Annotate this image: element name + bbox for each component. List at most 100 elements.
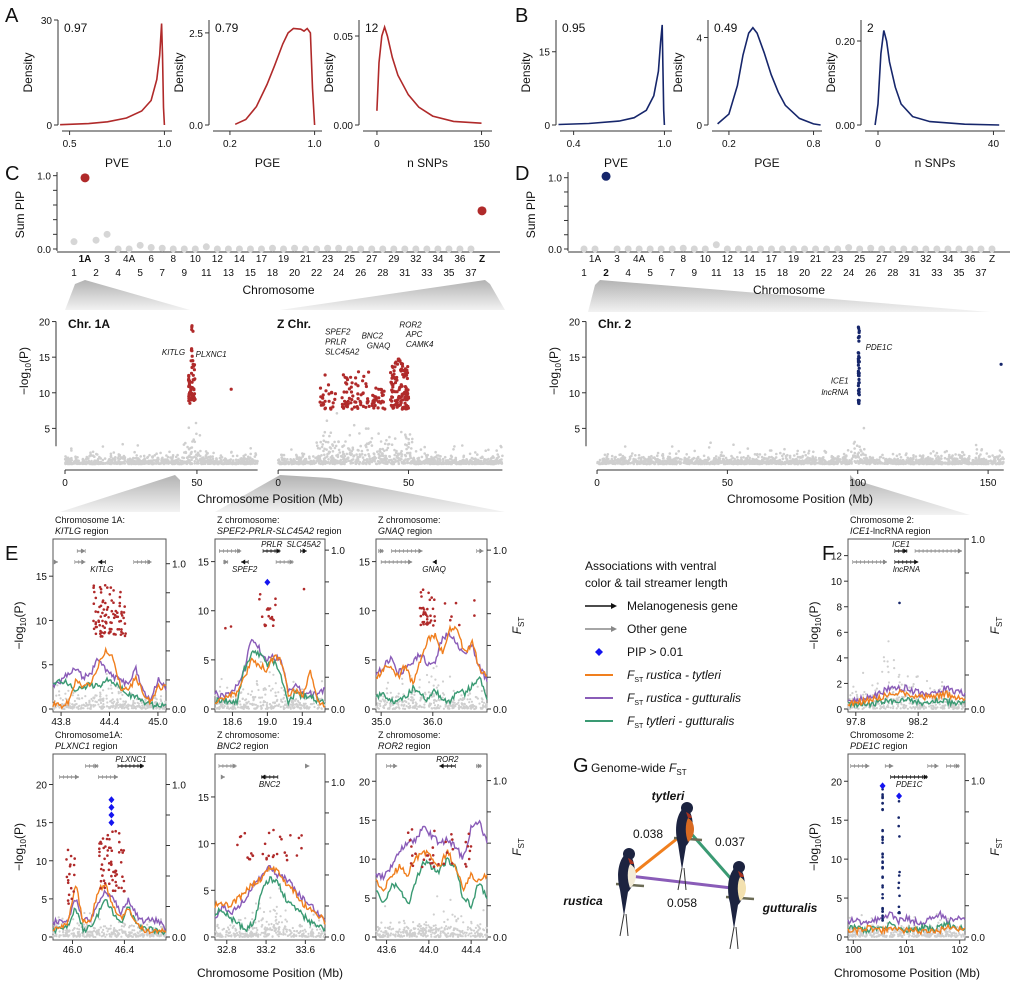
chromosome-label: 4A [633, 254, 646, 265]
snp-point [961, 451, 965, 454]
y-tick-label: 5 [41, 661, 47, 672]
snp-point [189, 462, 192, 466]
chromosome-point-Z [988, 245, 996, 253]
significant-snp [395, 401, 399, 405]
snp-point [901, 461, 905, 465]
y-tick-label: 0.20 [836, 37, 856, 48]
panel-label-B: B [515, 5, 528, 27]
snp-point [429, 462, 433, 465]
significant-snp [118, 595, 122, 599]
significant-snp [189, 398, 193, 402]
snp-point [144, 461, 147, 465]
snp-point [805, 461, 809, 465]
snp-point [877, 461, 881, 465]
snp-point [262, 703, 265, 707]
snp-point [132, 707, 135, 710]
snp-point [992, 461, 995, 465]
snp-point [728, 461, 731, 464]
chromosome-point-2 [601, 171, 611, 181]
significant-snp [321, 393, 325, 397]
snp-point [101, 458, 105, 462]
chromosome-title: Chr. 2 [598, 317, 632, 331]
snp-point [837, 457, 840, 461]
snp-point [787, 460, 790, 463]
significant-snp [94, 596, 98, 600]
x-axis-label: n SNPs [407, 156, 448, 170]
snp-point [634, 458, 637, 461]
significant-snp [99, 591, 103, 594]
snp-point [265, 703, 268, 707]
snp-point [404, 443, 407, 446]
significant-snp [122, 611, 126, 614]
snp-point [429, 458, 433, 462]
significant-snp [405, 393, 409, 397]
significant-snp [370, 403, 374, 408]
snp-point [114, 707, 117, 710]
snp-point [292, 703, 295, 706]
snp-point [354, 461, 358, 465]
chromosome-point-1 [70, 238, 78, 246]
chromosome-point-Z [477, 206, 487, 216]
gene-label: GNAQ [367, 342, 391, 351]
snp-point [127, 458, 130, 462]
snp-point [619, 453, 622, 456]
snp-point [218, 690, 221, 693]
chromosome-point-37 [467, 245, 475, 253]
chromosome-point-4 [624, 245, 632, 253]
gene-label: ICE1 [831, 377, 849, 386]
snp-point [983, 461, 986, 465]
chromosome-label: 31 [399, 268, 411, 279]
snp-point [954, 458, 958, 461]
chromosome-label: 32 [920, 254, 932, 265]
snp-point [717, 458, 721, 462]
snp-point [767, 455, 771, 459]
snp-point [685, 453, 688, 456]
snp-point [109, 458, 112, 462]
snp-point [105, 672, 108, 676]
chromosome-label: 20 [289, 268, 301, 279]
snp-point [806, 459, 810, 462]
y-tick-label: 10 [39, 389, 51, 400]
snp-point [407, 437, 411, 441]
snp-point [77, 697, 81, 700]
snp-point [98, 461, 102, 465]
significant-snp [856, 325, 861, 329]
snp-point [193, 440, 197, 444]
chromosome-label: 8 [680, 254, 686, 265]
snp-point [622, 457, 626, 461]
gene-label: lncRNA [821, 388, 848, 397]
significant-snp [120, 630, 123, 634]
snp-point [220, 461, 223, 465]
snp-point [323, 430, 327, 434]
snp-point [410, 461, 413, 464]
snp-point [341, 453, 345, 456]
snp-point [231, 454, 235, 458]
snp-point [751, 462, 754, 465]
snp-point [94, 700, 97, 703]
snp-point [119, 697, 122, 701]
snp-point [829, 461, 832, 464]
snp-point [677, 449, 680, 453]
gene-label: SPEF2 [325, 327, 351, 336]
snp-point [262, 701, 265, 704]
snp-point [499, 459, 502, 463]
significant-snp [190, 324, 194, 328]
snp-point [757, 455, 760, 459]
snp-point [788, 456, 792, 459]
snp-point [962, 453, 966, 457]
y-axis-label: Density [671, 52, 685, 92]
snp-point [383, 449, 386, 453]
snp-point [167, 459, 170, 462]
snp-point [232, 695, 235, 698]
snp-point [706, 461, 709, 465]
snp-point [249, 447, 252, 450]
significant-snp [120, 628, 123, 631]
snp-point [472, 462, 476, 465]
snp-point [77, 694, 80, 697]
snp-point [279, 705, 282, 708]
significant-snp [377, 387, 381, 391]
chromosome-point-11 [712, 241, 720, 249]
x-tick-label: 150 [980, 478, 997, 489]
chromosome-label: 12 [722, 254, 734, 265]
density-curve [717, 26, 821, 126]
